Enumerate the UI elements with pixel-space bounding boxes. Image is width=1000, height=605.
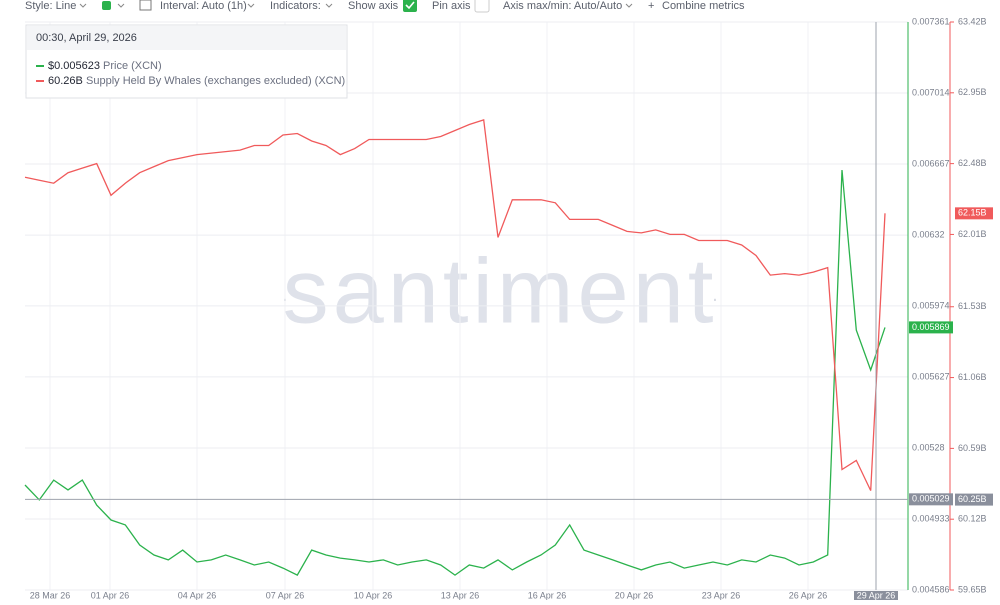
last-supply-box xyxy=(955,207,993,220)
crosshair-price: 0.005029 xyxy=(912,494,950,504)
tooltip-supply: 60.26B xyxy=(48,75,83,87)
plus-icon: + xyxy=(648,0,654,12)
check xyxy=(405,1,415,10)
y2-tick-label: 62.95B xyxy=(958,87,987,97)
y-tick-label: 0.007014 xyxy=(912,87,950,97)
x-tick-label: 20 Apr 26 xyxy=(615,590,654,600)
y-tick-label: 0.005627 xyxy=(912,371,950,381)
y2-tick-label: 61.06B xyxy=(958,372,987,382)
chevron xyxy=(79,3,87,8)
x-tick-label: 16 Apr 26 xyxy=(528,590,567,600)
tooltip-series-name: Supply Held By Whales (exchanges exclude… xyxy=(86,75,345,87)
plot: 28 Mar 26 01 Apr 26 04 Apr 26 07 Apr 26 10 A… xyxy=(24,16,993,601)
combine-metrics[interactable]: Combine metrics xyxy=(662,0,745,12)
interval-select[interactable]: Interval: Auto (1h) xyxy=(160,0,247,12)
series-line xyxy=(24,119,886,491)
y-tick-label: 0.005974 xyxy=(912,300,950,310)
axis-minmax-select[interactable]: Axis max/min: Auto/Auto xyxy=(503,0,622,12)
show-axis-label[interactable]: Show axis xyxy=(348,0,399,12)
indicators-select[interactable]: Indicators: xyxy=(270,0,321,12)
series-line xyxy=(24,169,886,576)
tooltip-price: $0.005623 xyxy=(48,60,100,72)
tooltip-series-name: Price (XCN) xyxy=(103,60,162,72)
y2-tick-label: 59.65B xyxy=(958,584,987,594)
y-tick-label: 0.007361 xyxy=(912,16,950,26)
last-price-box xyxy=(909,321,953,334)
color-picker[interactable] xyxy=(102,1,111,10)
y2-tick-label: 62.01B xyxy=(958,229,987,239)
crosshair-supply-box xyxy=(955,493,993,506)
x-tick-label: 01 Apr 26 xyxy=(91,590,130,600)
y-tick-label: 0.004586 xyxy=(912,584,950,594)
y-tick-label: 0.004933 xyxy=(912,513,950,523)
crosshair-supply: 60.25B xyxy=(958,494,987,504)
chevron xyxy=(625,3,633,8)
x-tick-label: 07 Apr 26 xyxy=(266,590,305,600)
style-select[interactable]: Style: Line xyxy=(25,0,76,12)
x-tick-label: 10 Apr 26 xyxy=(354,590,393,600)
y2-tick-label: 60.12B xyxy=(958,514,987,524)
x-tick-label: 04 Apr 26 xyxy=(178,590,217,600)
y-tick-label: 0.00528 xyxy=(912,442,945,452)
y2-tick-label: 63.42B xyxy=(958,16,987,26)
watermark: santiment xyxy=(283,240,718,342)
y-tick-label: 0.00632 xyxy=(912,229,945,239)
toolbar: Style: Line Interval: Auto (1h) Indicato… xyxy=(25,0,745,13)
x-tick-label: 28 Mar 26 xyxy=(30,590,71,600)
crosshair-date-box xyxy=(854,591,898,601)
y-tick-label: 0.006667 xyxy=(912,158,950,168)
last-price: 0.005869 xyxy=(912,322,950,332)
y2-tick-label: 61.53B xyxy=(958,301,987,311)
crosshair-price-box xyxy=(909,493,953,506)
chevron xyxy=(325,3,333,8)
tooltip: 00:30, April 29, 2026 $0.005623 Price (X… xyxy=(25,24,348,99)
y2-tick-label: 62.48B xyxy=(958,158,987,168)
interval-icon xyxy=(139,0,152,11)
chevron xyxy=(247,3,255,8)
x-tick-label: 23 Apr 26 xyxy=(702,590,741,600)
y2-tick-label: 60.59B xyxy=(958,443,987,453)
tooltip-header xyxy=(27,26,346,50)
last-supply: 62.15B xyxy=(958,208,987,218)
tooltip-date: 00:30, April 29, 2026 xyxy=(36,32,137,44)
x-tick-label: 13 Apr 26 xyxy=(441,590,480,600)
watermark-dot: · xyxy=(712,288,719,310)
pin-axis-label[interactable]: Pin axis xyxy=(432,0,471,12)
chevron xyxy=(117,3,125,8)
crosshair-date: 29 Apr 26 xyxy=(857,590,896,600)
x-tick-label: 26 Apr 26 xyxy=(789,590,828,600)
pin-axis-checkbox[interactable] xyxy=(474,0,490,13)
